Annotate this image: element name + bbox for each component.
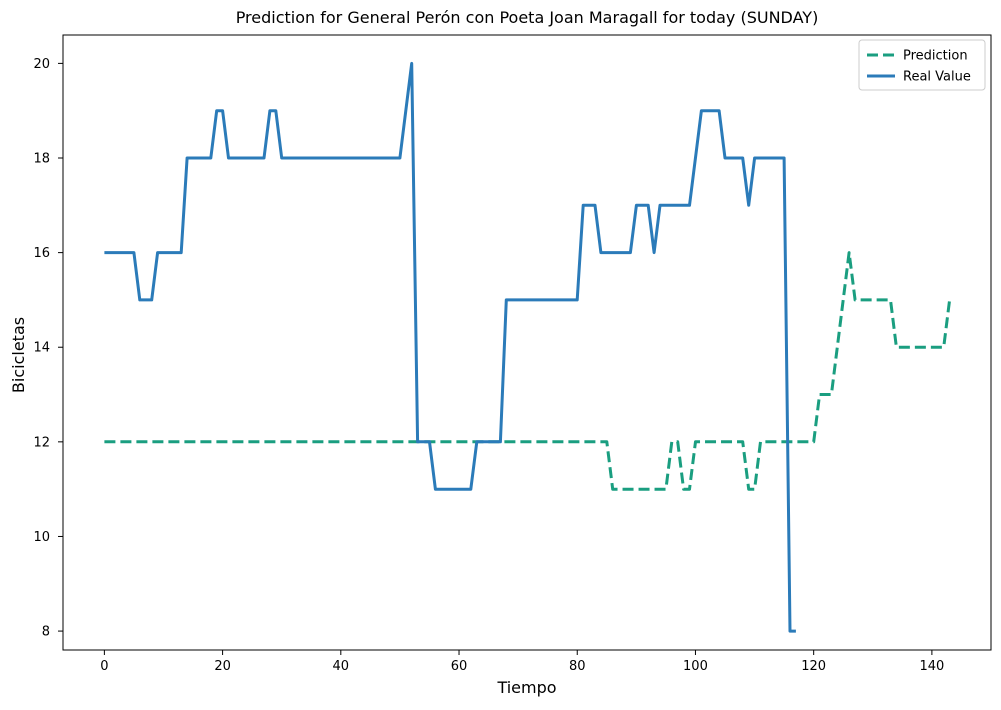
x-tick-label: 40 [333, 659, 350, 674]
legend: Prediction Real Value [858, 39, 986, 91]
plot-area-frame [62, 34, 992, 651]
x-tick-label: 0 [100, 659, 108, 674]
x-tick-label: 20 [214, 659, 231, 674]
y-tick-label: 16 [33, 246, 50, 261]
y-axis-label: Bicicletas [9, 317, 28, 393]
x-tick-label: 60 [451, 659, 468, 674]
y-tick-label: 8 [42, 625, 50, 640]
y-tick-label: 20 [33, 57, 50, 72]
series-line-real-value [104, 61, 796, 633]
y-tick-label: 10 [33, 530, 50, 545]
series-line-prediction [104, 251, 952, 491]
x-tick-label: 100 [683, 659, 708, 674]
x-tick-label: 80 [569, 659, 586, 674]
y-tick-label: 12 [33, 435, 50, 450]
chart-title: Prediction for General Perón con Poeta J… [236, 8, 819, 27]
x-tick-label: 140 [919, 659, 944, 674]
legend-label: Prediction [903, 49, 968, 64]
y-tick-label: 14 [33, 341, 50, 356]
y-tick-label: 18 [33, 152, 50, 167]
x-tick-label: 120 [801, 659, 826, 674]
legend-label: Real Value [903, 70, 971, 85]
x-axis-label: Tiempo [496, 678, 556, 697]
